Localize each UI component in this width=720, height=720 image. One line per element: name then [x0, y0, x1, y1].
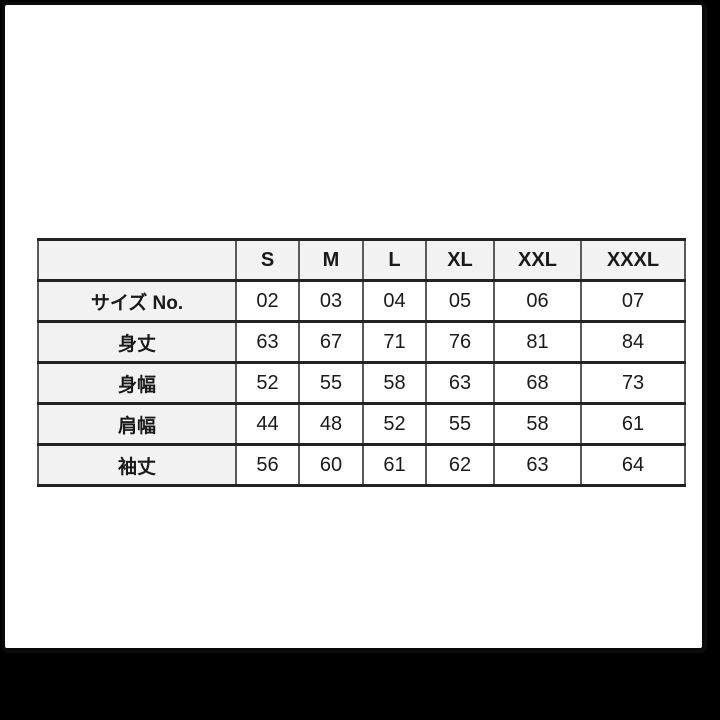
table-cell: 52 [362, 402, 427, 446]
table-cell: 63 [493, 443, 582, 487]
table-cell: 07 [580, 279, 686, 323]
table-row-body-width: 身幅 52 55 58 63 68 73 [37, 361, 686, 405]
row-label: 身丈 [37, 320, 237, 364]
table-cell: 64 [580, 443, 686, 487]
table-cell: 06 [493, 279, 582, 323]
size-chart-table: S M L XL XXL XXXL サイズ No. 02 03 04 05 06… [37, 238, 686, 487]
table-cell: 48 [298, 402, 364, 446]
table-cell: 62 [425, 443, 495, 487]
table-cell: 68 [493, 361, 582, 405]
table-cell: 73 [580, 361, 686, 405]
column-header-l: L [362, 238, 427, 282]
table-cell: 61 [362, 443, 427, 487]
table-cell: 67 [298, 320, 364, 364]
table-cell: 61 [580, 402, 686, 446]
table-cell: 58 [362, 361, 427, 405]
table-cell: 52 [235, 361, 300, 405]
table-row-sleeve-length: 袖丈 56 60 61 62 63 64 [37, 443, 686, 487]
table-cell: 03 [298, 279, 364, 323]
table-cell: 05 [425, 279, 495, 323]
column-header-s: S [235, 238, 300, 282]
column-header-xl: XL [425, 238, 495, 282]
table-cell: 04 [362, 279, 427, 323]
table-cell: 71 [362, 320, 427, 364]
header-row: S M L XL XXL XXXL [37, 238, 686, 282]
row-label: 肩幅 [37, 402, 237, 446]
row-label: 身幅 [37, 361, 237, 405]
table-cell: 58 [493, 402, 582, 446]
table-cell: 81 [493, 320, 582, 364]
table-cell: 02 [235, 279, 300, 323]
table-cell: 55 [425, 402, 495, 446]
table-cell: 60 [298, 443, 364, 487]
column-header-xxl: XXL [493, 238, 582, 282]
size-chart-card: S M L XL XXL XXXL サイズ No. 02 03 04 05 06… [2, 2, 705, 651]
table-row-size-no: サイズ No. 02 03 04 05 06 07 [37, 279, 686, 323]
table-cell: 84 [580, 320, 686, 364]
table-cell: 55 [298, 361, 364, 405]
table-row-shoulder-width: 肩幅 44 48 52 55 58 61 [37, 402, 686, 446]
table-cell: 76 [425, 320, 495, 364]
column-header-xxxl: XXXL [580, 238, 686, 282]
column-header-m: M [298, 238, 364, 282]
table-cell: 44 [235, 402, 300, 446]
row-label: 袖丈 [37, 443, 237, 487]
table-cell: 56 [235, 443, 300, 487]
corner-cell [37, 238, 237, 282]
table-cell: 63 [425, 361, 495, 405]
table-cell: 63 [235, 320, 300, 364]
row-label: サイズ No. [37, 279, 237, 323]
table-row-body-length: 身丈 63 67 71 76 81 84 [37, 320, 686, 364]
